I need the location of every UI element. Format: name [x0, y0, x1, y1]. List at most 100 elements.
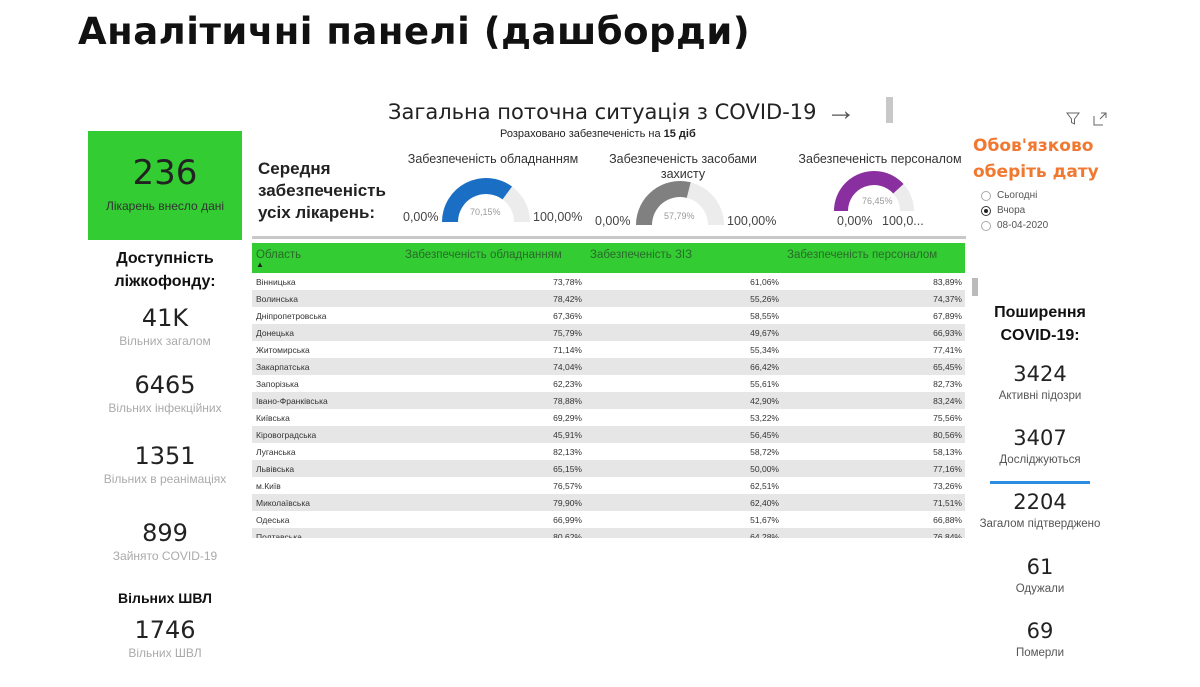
- table-header: Область ▲ Забезпеченість обладнанням Заб…: [252, 243, 965, 273]
- column-header-ppe[interactable]: Забезпеченість ЗІЗ: [590, 249, 693, 261]
- table-row[interactable]: м.Київ 76,57% 62,51% 73,26%: [252, 477, 965, 494]
- radio-icon[interactable]: [981, 190, 991, 201]
- option-label: Сьогодні: [997, 190, 1038, 201]
- table-row[interactable]: Житомирська 71,14% 55,34% 77,41%: [252, 341, 965, 358]
- table-cell: 49,67%: [750, 328, 779, 338]
- table-cell: 66,99%: [553, 515, 582, 525]
- table-cell: м.Київ: [256, 481, 281, 491]
- regions-table: Область ▲ Забезпеченість обладнанням Заб…: [252, 243, 965, 538]
- table-cell: 66,42%: [750, 362, 779, 372]
- bar-handle: [886, 97, 893, 123]
- table-cell: 62,51%: [750, 481, 779, 491]
- table-cell: 80,62%: [553, 532, 582, 538]
- table-cell: 64,28%: [750, 532, 779, 538]
- table-cell: Кіровоградська: [256, 430, 317, 440]
- table-row[interactable]: Полтавська 80,62% 64,28% 76,84%: [252, 528, 965, 538]
- date-filter-title: Обов'язково оберіть дату: [973, 136, 1099, 182]
- stat-value: 2204: [1013, 490, 1067, 514]
- table-cell: Івано-Франківська: [256, 396, 328, 406]
- table-cell: Полтавська: [256, 532, 302, 538]
- stat-value: 6465: [134, 371, 196, 399]
- table-row[interactable]: Івано-Франківська 78,88% 42,90% 83,24%: [252, 392, 965, 409]
- expand-icon[interactable]: [1093, 112, 1107, 130]
- stat-label: Активні підозри: [998, 390, 1082, 402]
- stat-label: Одужали: [1015, 583, 1065, 595]
- covid-stat: 2204 Загалом підтверджено: [970, 490, 1110, 530]
- table-cell: 51,67%: [750, 515, 779, 525]
- gauge-fill: [834, 170, 904, 211]
- stat-label: Вільних загалом: [119, 334, 211, 348]
- table-row[interactable]: Миколаївська 79,90% 62,40% 71,51%: [252, 494, 965, 511]
- table-row[interactable]: Закарпатська 74,04% 66,42% 65,45%: [252, 358, 965, 375]
- covid-stat: 3424 Активні підозри: [970, 362, 1110, 402]
- gauge-title: Забезпеченість обладнанням: [407, 152, 579, 166]
- table-row[interactable]: Запорізька 62,23% 55,61% 82,73%: [252, 375, 965, 392]
- table-row[interactable]: Донецька 75,79% 49,67% 66,93%: [252, 324, 965, 341]
- stat-label: Вільних ШВЛ: [128, 646, 202, 660]
- column-header-staff[interactable]: Забезпеченість персоналом: [787, 249, 938, 261]
- slide-title: Аналітичні панелі (дашборди): [78, 10, 751, 53]
- table-row[interactable]: Кіровоградська 45,91% 56,45% 80,56%: [252, 426, 965, 443]
- table-cell: 66,88%: [933, 515, 962, 525]
- table-row[interactable]: Луганська 82,13% 58,72% 58,13%: [252, 443, 965, 460]
- stat-value: 69: [1026, 619, 1054, 643]
- date-option-yesterday[interactable]: Вчора: [981, 205, 1025, 216]
- covid-stat: 3407 Досліджуються: [970, 426, 1110, 466]
- table-cell: 45,91%: [553, 430, 582, 440]
- stat-value: 899: [142, 519, 188, 547]
- ventilators-stat: 1746 Вільних ШВЛ: [80, 616, 250, 660]
- ventilators-heading: Вільних ШВЛ: [118, 590, 212, 606]
- table-cell: 66,93%: [933, 328, 962, 338]
- table-cell: 58,72%: [750, 447, 779, 457]
- covid-heading: Поширення COVID-19:: [994, 304, 1086, 344]
- table-cell: 69,29%: [553, 413, 582, 423]
- gauge-max: 100,0...: [882, 214, 924, 228]
- table-cell: Закарпатська: [256, 362, 310, 372]
- column-header-equipment[interactable]: Забезпеченість обладнанням: [405, 249, 562, 261]
- date-option-date[interactable]: 08-04-2020: [981, 220, 1048, 231]
- table-scrollbar[interactable]: [972, 278, 978, 296]
- divider: [252, 236, 966, 239]
- table-row[interactable]: Львівська 65,15% 50,00% 77,16%: [252, 460, 965, 477]
- table-row[interactable]: Одеська 66,99% 51,67% 66,88%: [252, 511, 965, 528]
- table-cell: 62,40%: [750, 498, 779, 508]
- table-cell: Львівська: [256, 464, 295, 474]
- covid-stat: 69 Померли: [970, 619, 1110, 659]
- beds-stat: 41K Вільних загалом: [80, 304, 250, 348]
- beds-stat: 1351 Вільних в реанімаціях: [80, 442, 250, 486]
- gauge-fill: [442, 178, 513, 222]
- table-cell: 76,57%: [553, 481, 582, 491]
- gauge-min: 0,00%: [595, 214, 631, 228]
- table-row[interactable]: Вінницька 73,78% 61,06% 83,89%: [252, 273, 965, 290]
- date-option-today[interactable]: Сьогодні: [981, 190, 1037, 201]
- stat-value: 1746: [134, 616, 196, 644]
- table-cell: 50,00%: [750, 464, 779, 474]
- gauge-max: 100,00%: [533, 210, 583, 224]
- stat-value: 3407: [1013, 426, 1067, 450]
- table-cell: Житомирська: [256, 345, 310, 355]
- stat-label: Загалом підтверджено: [979, 518, 1101, 530]
- arrow-right-icon[interactable]: →: [826, 94, 856, 127]
- radio-icon[interactable]: [981, 220, 991, 231]
- sort-ascending-icon[interactable]: ▲: [256, 260, 264, 269]
- table-cell: 82,73%: [933, 379, 962, 389]
- table-cell: 42,90%: [750, 396, 779, 406]
- table-row[interactable]: Дніпропетровська 67,36% 58,55% 67,89%: [252, 307, 965, 324]
- gauge-value: 70,15%: [470, 207, 501, 217]
- table-row[interactable]: Волинська 78,42% 55,26% 74,37%: [252, 290, 965, 307]
- average-label: Середня забезпеченість усіх лікарень:: [258, 159, 386, 222]
- filter-icon[interactable]: [1066, 112, 1080, 130]
- radio-selected-icon[interactable]: [981, 205, 991, 216]
- stat-value: 3424: [1013, 362, 1067, 386]
- gauge-value: 57,79%: [664, 211, 695, 221]
- table-cell: 76,84%: [933, 532, 962, 538]
- table-cell: 65,45%: [933, 362, 962, 372]
- table-row[interactable]: Київська 69,29% 53,22% 75,56%: [252, 409, 965, 426]
- table-cell: 62,23%: [553, 379, 582, 389]
- hospitals-label: Лікарень внесло дані: [105, 199, 225, 213]
- table-cell: 75,79%: [553, 328, 582, 338]
- column-header-region[interactable]: Область: [256, 249, 302, 261]
- stat-label: Досліджуються: [999, 454, 1081, 466]
- table-cell: 83,24%: [933, 396, 962, 406]
